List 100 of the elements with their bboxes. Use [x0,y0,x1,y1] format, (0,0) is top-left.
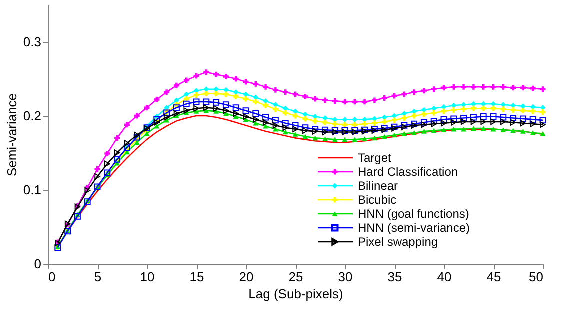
x-tick-label: 40 [437,270,452,284]
point [440,116,448,123]
point [402,115,408,121]
point [253,121,259,126]
point [490,114,497,120]
point [263,102,269,108]
point [540,131,546,136]
point [134,140,140,146]
x-tick-label: 0 [48,270,56,284]
point [302,116,308,122]
y-axis-title: Semi-variance [4,93,20,177]
legend-label: Target [358,151,392,165]
point [322,115,328,121]
point [431,120,437,128]
point [412,130,418,136]
point [262,119,269,126]
point [233,110,239,118]
point [382,134,388,140]
point [114,150,120,156]
point [292,122,299,129]
point [530,120,536,128]
point [174,82,180,88]
point [312,118,318,124]
point [441,128,447,132]
point [362,136,368,142]
point [232,104,240,112]
x-tick-label: 25 [288,270,304,284]
point [382,96,388,101]
point [402,131,408,136]
point [154,124,160,129]
point [332,121,338,127]
point [520,116,526,122]
point [352,122,358,128]
point [104,151,110,156]
point [322,120,328,126]
point [204,104,210,112]
point [450,116,458,122]
point [253,116,259,123]
point [372,98,378,104]
point [184,78,190,84]
point [530,130,536,136]
point [342,116,348,122]
point [214,91,220,97]
point [282,124,288,132]
point [520,85,526,91]
y-tick-label: 0.1 [23,182,42,198]
point [392,132,398,138]
point [282,110,288,116]
point [362,99,368,105]
point [104,160,110,168]
x-axis-title: Lag (Sub-pixels) [248,286,344,302]
point [451,119,457,126]
point [292,132,298,137]
point [530,108,536,114]
y-tick-label: 0.2 [23,108,42,124]
point [194,92,200,98]
point [302,128,308,134]
point [164,90,170,96]
x-tick-label: 10 [140,270,155,284]
point [510,119,516,126]
point [223,108,230,114]
point [242,108,250,114]
point [124,122,130,128]
point [500,84,506,90]
point [412,113,418,119]
legend-label: Pixel swapping [358,235,438,249]
point [470,114,477,121]
point [540,117,546,124]
point [461,84,467,90]
point [490,126,496,132]
point [540,110,546,116]
point [312,96,318,102]
point [272,87,278,93]
point [322,136,328,142]
point [500,128,506,132]
point [530,116,536,123]
point [382,119,388,125]
point [451,84,457,90]
point [164,114,170,121]
point [500,114,507,121]
x-tick-label: 20 [239,270,254,284]
point [253,99,259,105]
point [510,114,517,122]
point [500,106,506,112]
point [164,118,170,123]
point [204,91,210,97]
legend-label: Bilinear [358,179,398,193]
point [322,98,328,104]
legend-label: Hard Classification [358,165,458,179]
point [421,129,427,134]
point [94,166,100,172]
point [204,70,210,76]
point [213,105,220,112]
point [154,96,160,102]
point [480,118,486,126]
point [480,84,486,90]
point [292,126,298,133]
point [451,107,457,113]
x-tick-label: 5 [94,270,102,284]
point [124,140,130,147]
